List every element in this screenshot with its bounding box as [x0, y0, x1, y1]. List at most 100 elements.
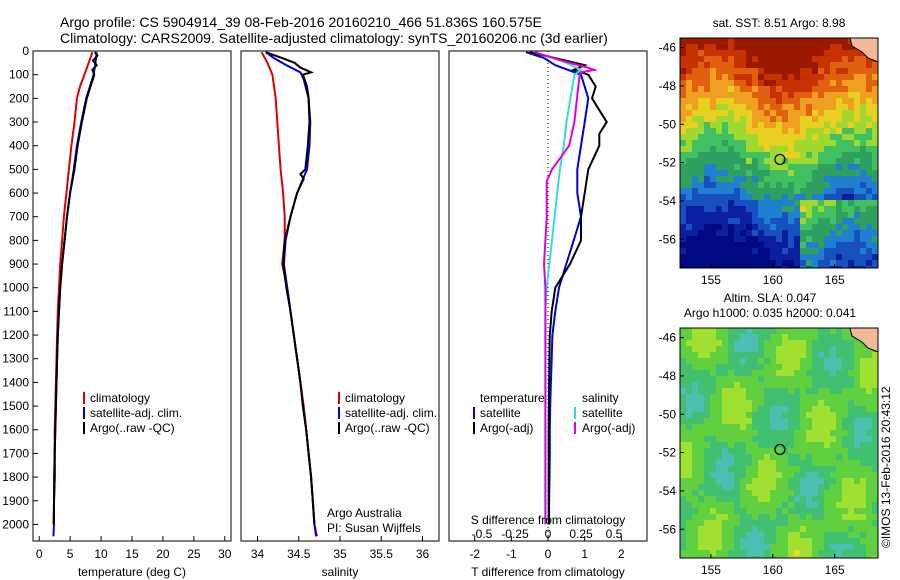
heatmap-cell [836, 346, 842, 352]
heatmap-cell [830, 526, 836, 532]
heatmap-cell [854, 92, 860, 98]
credit-line-2: PI: Susan Wijffels [327, 521, 421, 535]
heatmap-cell [824, 478, 830, 484]
heatmap-cell [794, 194, 800, 200]
heatmap-cell [776, 328, 782, 334]
heatmap-cell [764, 514, 770, 520]
heatmap-cell [722, 104, 728, 110]
heatmap-cell [836, 514, 842, 520]
heatmap-cell [818, 164, 824, 170]
heatmap-cell [764, 328, 770, 334]
heatmap-cell [752, 334, 758, 340]
heatmap-cell [710, 376, 716, 382]
heatmap-cell [680, 44, 686, 50]
heatmap-cell [854, 352, 860, 358]
heatmap-cell [776, 526, 782, 532]
heatmap-cell [830, 544, 836, 550]
heatmap-cell [788, 116, 794, 122]
heatmap-cell [710, 248, 716, 254]
heatmap-cell [734, 176, 740, 182]
heatmap-cell [866, 86, 872, 92]
heatmap-cell [740, 200, 746, 206]
heatmap-cell [848, 44, 854, 50]
heatmap-cell [776, 424, 782, 430]
heatmap-cell [830, 50, 836, 56]
heatmap-cell [830, 448, 836, 454]
heatmap-cell [794, 128, 800, 134]
heatmap-cell [818, 484, 824, 490]
heatmap-cell [842, 400, 848, 406]
heatmap-cell [740, 424, 746, 430]
heatmap-cell [722, 80, 728, 86]
heatmap-cell [842, 466, 848, 472]
heatmap-cell [692, 484, 698, 490]
heatmap-cell [836, 436, 842, 442]
heatmap-cell [740, 182, 746, 188]
heatmap-cell [872, 496, 878, 502]
heatmap-cell [734, 152, 740, 158]
heatmap-cell [722, 194, 728, 200]
heatmap-cell [680, 266, 686, 268]
heatmap-cell [746, 358, 752, 364]
heatmap-cell [800, 436, 806, 442]
heatmap-cell [812, 128, 818, 134]
heatmap-cell [722, 122, 728, 128]
heatmap-cell [854, 134, 860, 140]
heatmap-cell [710, 140, 716, 146]
heatmap-cell [728, 164, 734, 170]
heatmap-cell [734, 544, 740, 550]
heatmap-cell [722, 544, 728, 550]
heatmap-cell [710, 98, 716, 104]
heatmap-cell [692, 544, 698, 550]
heatmap-cell [812, 460, 818, 466]
heatmap-cell [770, 382, 776, 388]
heatmap-cell [872, 236, 878, 242]
heatmap-cell [728, 242, 734, 248]
heatmap-cell [866, 230, 872, 236]
heatmap-cell [800, 478, 806, 484]
heatmap-cell [692, 68, 698, 74]
heatmap-cell [740, 50, 746, 56]
heatmap-cell [734, 98, 740, 104]
heatmap-cell [764, 224, 770, 230]
heatmap-cell [764, 394, 770, 400]
heatmap-cell [704, 68, 710, 74]
heatmap-cell [716, 460, 722, 466]
heatmap-cell [776, 436, 782, 442]
heatmap-cell [854, 50, 860, 56]
heatmap-cell [860, 478, 866, 484]
heatmap-cell [824, 200, 830, 206]
heatmap-cell [800, 194, 806, 200]
heatmap-cell [728, 460, 734, 466]
y-tick-label: 1000 [2, 281, 29, 295]
heatmap-cell [818, 334, 824, 340]
heatmap-cell [836, 478, 842, 484]
y-tick-label: 0 [22, 44, 29, 58]
heatmap-cell [854, 412, 860, 418]
heatmap-cell [860, 110, 866, 116]
heatmap-cell [854, 424, 860, 430]
heatmap-cell [692, 472, 698, 478]
heatmap-cell [704, 62, 710, 68]
heatmap-cell [788, 146, 794, 152]
heatmap-cell [824, 242, 830, 248]
heatmap-cell [722, 266, 728, 268]
heatmap-cell [722, 92, 728, 98]
heatmap-cell [788, 170, 794, 176]
heatmap-cell [770, 194, 776, 200]
heatmap-cell [854, 400, 860, 406]
heatmap-cell [752, 68, 758, 74]
heatmap-cell [752, 352, 758, 358]
heatmap-cell [794, 538, 800, 544]
heatmap-cell [692, 224, 698, 230]
heatmap-cell [680, 92, 686, 98]
heatmap-cell [800, 442, 806, 448]
heatmap-cell [752, 134, 758, 140]
heatmap-cell [752, 122, 758, 128]
heatmap-cell [788, 182, 794, 188]
heatmap-cell [758, 182, 764, 188]
heatmap-cell [746, 376, 752, 382]
heatmap-cell [776, 544, 782, 550]
heatmap-cell [746, 224, 752, 230]
heatmap-cell [818, 442, 824, 448]
